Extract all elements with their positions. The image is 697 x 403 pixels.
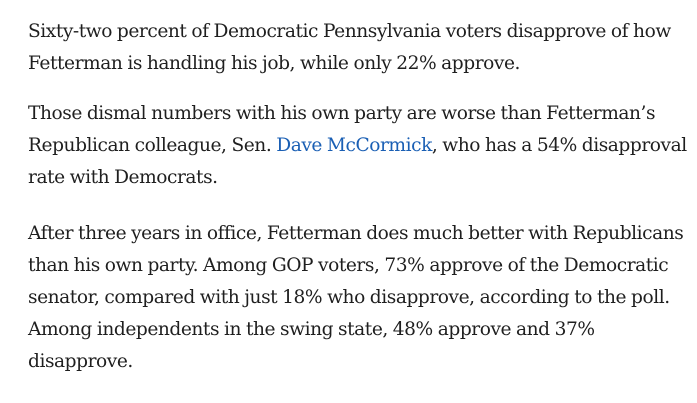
text-line: Among independents in the swing state, 4…	[28, 319, 595, 340]
text-line: disapprove.	[28, 351, 133, 372]
text-line: senator, compared with just 18% who disa…	[28, 287, 670, 308]
text-line: than his own party. Among GOP voters, 73…	[28, 255, 669, 276]
paragraph-republicans-independents: After three years in office, Fetterman d…	[28, 218, 688, 378]
dave-mccormick-link[interactable]: Dave McCormick	[276, 135, 432, 156]
text-line: After three years in office, Fetterman d…	[28, 223, 684, 244]
text-line: Fetterman is handling his job, while onl…	[28, 53, 520, 74]
text-line: Those dismal numbers with his own party …	[28, 103, 656, 124]
article-body: Sixty-two percent of Democratic Pennsylv…	[28, 16, 688, 378]
text-segment: Republican colleague, Sen.	[28, 135, 277, 156]
paragraph-disapproval-democrats: Sixty-two percent of Democratic Pennsylv…	[28, 16, 688, 80]
text-line: rate with Democrats.	[28, 167, 218, 188]
text-line-with-link: Republican colleague, Sen. Dave McCormic…	[28, 130, 688, 162]
text-line: Sixty-two percent of Democratic Pennsylv…	[28, 21, 671, 42]
paragraph-mccormick-comparison: Those dismal numbers with his own party …	[28, 98, 688, 194]
text-segment: , who has a 54% disapproval	[431, 135, 687, 156]
